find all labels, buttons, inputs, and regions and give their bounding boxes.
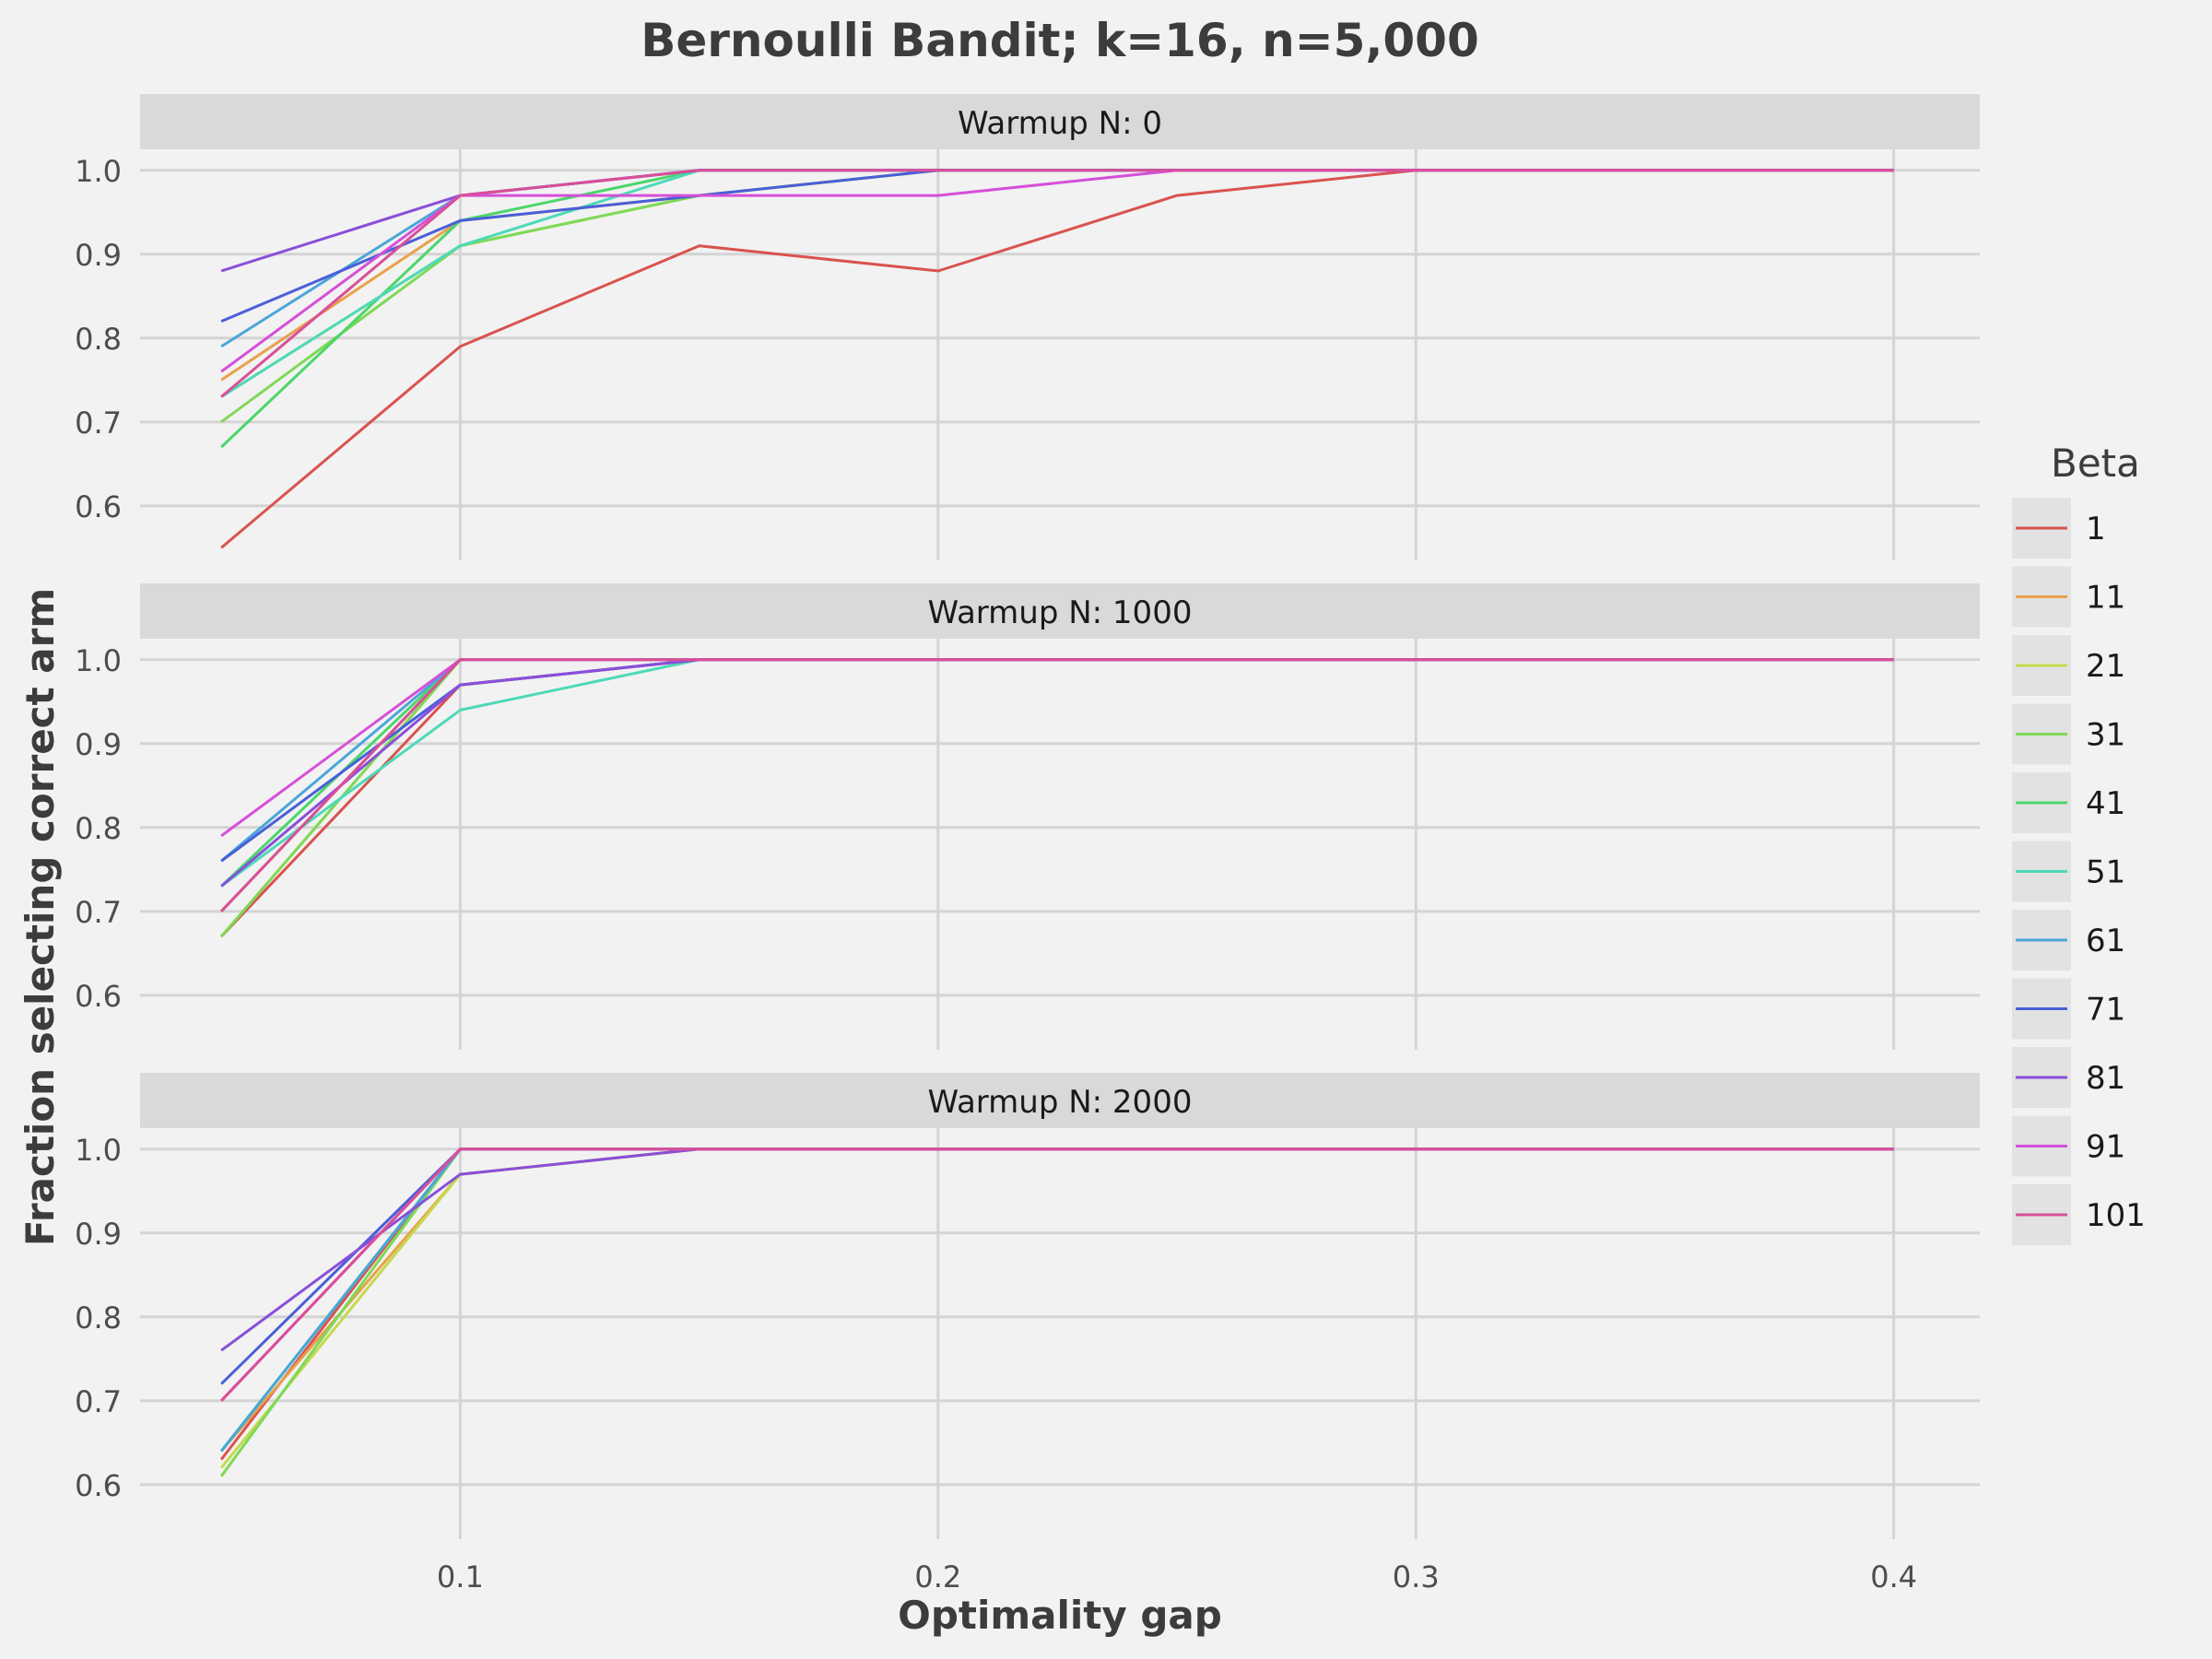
legend-item-label: 101 bbox=[2086, 1197, 2146, 1234]
x-tick-label: 0.4 bbox=[1870, 1559, 1917, 1594]
panel-strip bbox=[140, 94, 1980, 149]
legend-item-beta-41: 41 bbox=[2012, 772, 2125, 833]
legend-item-beta-101: 101 bbox=[2012, 1184, 2146, 1245]
legend-item-beta-1: 1 bbox=[2012, 498, 2106, 559]
y-tick-label: 0.9 bbox=[75, 238, 122, 273]
y-tick-label: 0.9 bbox=[75, 1217, 122, 1252]
y-tick-label: 0.7 bbox=[75, 1384, 122, 1419]
legend-item-label: 21 bbox=[2086, 648, 2125, 685]
legend-title: Beta bbox=[2051, 441, 2140, 486]
series-line-beta-101 bbox=[220, 1147, 1894, 1402]
y-tick-label: 0.7 bbox=[75, 895, 122, 930]
legend-item-beta-31: 31 bbox=[2012, 703, 2125, 765]
y-tick-label: 0.8 bbox=[75, 322, 122, 357]
y-tick-label: 0.6 bbox=[75, 1468, 122, 1503]
y-tick-label: 1.0 bbox=[75, 643, 122, 678]
panel-strip-label: Warmup N: 2000 bbox=[928, 1084, 1193, 1121]
legend-item-beta-81: 81 bbox=[2012, 1047, 2125, 1108]
legend-item-label: 71 bbox=[2086, 992, 2125, 1029]
y-tick-label: 1.0 bbox=[75, 1133, 122, 1168]
panel: Warmup N: 2000 0.6 0.7 0.8 0.9 1.0 bbox=[75, 1073, 1980, 1539]
series-line-beta-101 bbox=[220, 169, 1894, 398]
panel-strip-label: Warmup N: 0 bbox=[958, 105, 1162, 142]
x-axis-label: Optimality gap bbox=[898, 1593, 1222, 1638]
y-tick-label: 0.8 bbox=[75, 811, 122, 846]
y-tick-label: 0.9 bbox=[75, 727, 122, 762]
legend-item-beta-51: 51 bbox=[2012, 841, 2125, 902]
series-line-beta-101 bbox=[220, 658, 1894, 912]
panel: Warmup N: 1000 0.6 0.7 0.8 0.9 1.0 bbox=[75, 583, 1980, 1050]
legend-item-label: 1 bbox=[2086, 511, 2106, 547]
legend-item-label: 81 bbox=[2086, 1060, 2125, 1097]
legend-item-label: 91 bbox=[2086, 1129, 2125, 1166]
x-tick-label: 0.2 bbox=[914, 1559, 961, 1594]
legend-item-label: 41 bbox=[2086, 785, 2125, 822]
y-tick-label: 1.0 bbox=[75, 154, 122, 189]
y-axis-label: Fraction selecting correct arm bbox=[18, 588, 63, 1246]
panel-strip bbox=[140, 1073, 1980, 1128]
x-tick-label: 0.3 bbox=[1393, 1559, 1440, 1594]
legend-item-beta-91: 91 bbox=[2012, 1115, 2125, 1177]
legend-item-beta-11: 11 bbox=[2012, 566, 2125, 628]
legend-item-label: 11 bbox=[2086, 580, 2125, 617]
chart-title: Bernoulli Bandit; k=16, n=5,000 bbox=[641, 14, 1479, 67]
legend-item-label: 51 bbox=[2086, 854, 2125, 891]
legend-item-label: 61 bbox=[2086, 923, 2125, 959]
panel: Warmup N: 0 0.6 0.7 0.8 0.9 1.0 bbox=[75, 94, 1980, 560]
panel-strip-label: Warmup N: 1000 bbox=[928, 594, 1193, 631]
legend-item-beta-21: 21 bbox=[2012, 635, 2125, 696]
y-tick-label: 0.7 bbox=[75, 406, 122, 441]
y-tick-label: 0.6 bbox=[75, 489, 122, 524]
legend-item-beta-71: 71 bbox=[2012, 978, 2125, 1040]
y-tick-label: 0.8 bbox=[75, 1300, 122, 1335]
panel-strip bbox=[140, 583, 1980, 639]
y-tick-label: 0.6 bbox=[75, 979, 122, 1014]
x-tick-label: 0.1 bbox=[437, 1559, 484, 1594]
legend-item-beta-61: 61 bbox=[2012, 910, 2125, 971]
legend-item-label: 31 bbox=[2086, 717, 2125, 754]
